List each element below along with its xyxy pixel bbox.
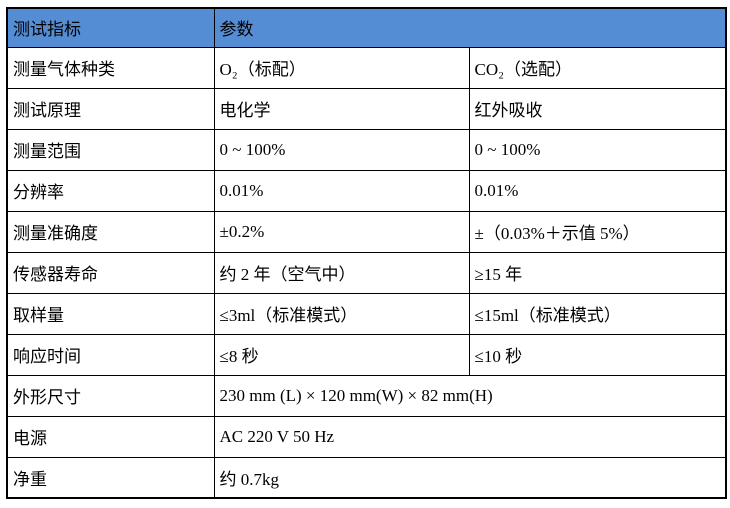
row-value-co2: 0.01% [468, 169, 727, 212]
row-value-co2: ≤15ml（标准模式） [468, 292, 727, 335]
row-value-co2: ≤10 秒 [468, 333, 727, 376]
row-label: 测量气体种类 [6, 46, 215, 89]
table-row: 测量准确度 ±0.2% ±（0.03%＋示值 5%） [6, 210, 727, 253]
table-row: 测量气体种类 O₂（标配） CO₂（选配） [6, 46, 727, 89]
table-row-span: 电源 AC 220 V 50 Hz [6, 415, 727, 458]
table-row: 测试原理 电化学 红外吸收 [6, 87, 727, 130]
table-row: 测量范围 0 ~ 100% 0 ~ 100% [6, 128, 727, 171]
row-value-o2: 电化学 [213, 87, 470, 130]
row-value-co2: CO₂（选配） [468, 46, 727, 89]
row-value-full: 约 0.7kg [213, 456, 727, 499]
row-label: 外形尺寸 [6, 374, 215, 417]
row-label: 测试原理 [6, 87, 215, 130]
header-cell-parameter: 参数 [213, 7, 727, 48]
header-cell-indicator: 测试指标 [6, 7, 215, 48]
row-label: 响应时间 [6, 333, 215, 376]
row-value-co2: ±（0.03%＋示值 5%） [468, 210, 727, 253]
table-row: 传感器寿命 约 2 年（空气中） ≥15 年 [6, 251, 727, 294]
row-value-co2: ≥15 年 [468, 251, 727, 294]
spec-table: 测试指标 参数 测量气体种类 O₂（标配） CO₂（选配） 测试原理 电化学 红… [6, 7, 727, 499]
row-label: 净重 [6, 456, 215, 499]
row-label: 测量准确度 [6, 210, 215, 253]
row-label: 分辨率 [6, 169, 215, 212]
row-value-co2: 红外吸收 [468, 87, 727, 130]
row-value-co2: 0 ~ 100% [468, 128, 727, 171]
table-row: 响应时间 ≤8 秒 ≤10 秒 [6, 333, 727, 376]
row-value-o2: ≤3ml（标准模式） [213, 292, 470, 335]
table-row-span: 外形尺寸 230 mm (L) × 120 mm(W) × 82 mm(H) [6, 374, 727, 417]
table-row: 分辨率 0.01% 0.01% [6, 169, 727, 212]
row-label: 电源 [6, 415, 215, 458]
row-value-o2: 0 ~ 100% [213, 128, 470, 171]
row-label: 取样量 [6, 292, 215, 335]
table-row: 取样量 ≤3ml（标准模式） ≤15ml（标准模式） [6, 292, 727, 335]
row-value-full: AC 220 V 50 Hz [213, 415, 727, 458]
row-label: 传感器寿命 [6, 251, 215, 294]
row-value-o2: ≤8 秒 [213, 333, 470, 376]
row-value-o2: 0.01% [213, 169, 470, 212]
row-value-full: 230 mm (L) × 120 mm(W) × 82 mm(H) [213, 374, 727, 417]
row-value-o2: 约 2 年（空气中） [213, 251, 470, 294]
row-value-o2: O₂（标配） [213, 46, 470, 89]
row-value-o2: ±0.2% [213, 210, 470, 253]
row-label: 测量范围 [6, 128, 215, 171]
table-header-row: 测试指标 参数 [6, 7, 727, 48]
table-row-span: 净重 约 0.7kg [6, 456, 727, 499]
